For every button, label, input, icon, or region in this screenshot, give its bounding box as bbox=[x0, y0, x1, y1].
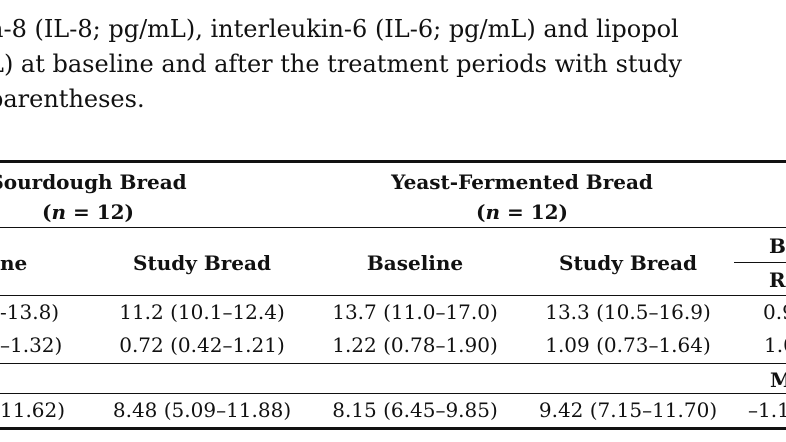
col-header-b: B bbox=[769, 234, 786, 258]
table-cell: 1.0 bbox=[764, 333, 786, 357]
row-divider-rule bbox=[0, 363, 786, 364]
group-divider-rule bbox=[0, 227, 786, 228]
col-header-study-yeast: Study Bread bbox=[559, 251, 697, 275]
table-cell: 0.72 (0.42–1.21) bbox=[119, 333, 285, 357]
table-cell: 8.48 (5.09–11.88) bbox=[112, 398, 292, 422]
table-cell: 11.2 (10.1–12.4) bbox=[119, 300, 285, 324]
table-cell: –1.1 bbox=[748, 398, 786, 422]
table-cell: 0.9 bbox=[763, 300, 786, 324]
col-header-r: R bbox=[769, 268, 786, 292]
group-n-sourdough: (n = 12) bbox=[42, 200, 134, 224]
header-bottom-rule bbox=[0, 295, 786, 296]
group-header-yeast: Yeast-Fermented Bread bbox=[391, 170, 653, 194]
caption-line-2: L) at baseline and after the treatment p… bbox=[0, 50, 682, 78]
col-header-baseline-yeast: Baseline bbox=[366, 251, 464, 275]
group-header-sourdough: Sourdough Bread bbox=[0, 170, 187, 194]
group-n-yeast: (n = 12) bbox=[476, 200, 568, 224]
table-cell: 1.09 (0.73–1.64) bbox=[545, 333, 711, 357]
table-cell: 9.42 (7.15–11.70) bbox=[538, 398, 718, 422]
table-top-rule bbox=[0, 160, 786, 163]
row-divider-rule bbox=[0, 393, 786, 394]
table-cell: 8.15 (6.45–9.85) bbox=[332, 398, 498, 422]
table-cell: -13.8) bbox=[0, 300, 60, 324]
table-cell: 11.62) bbox=[0, 398, 66, 422]
table-caption: n-8 (IL-8; pg/mL), interleukin-6 (IL-6; … bbox=[0, 12, 786, 117]
col-header-baseline-sourdough: ne bbox=[0, 251, 28, 275]
table-bottom-rule bbox=[0, 427, 786, 430]
table-cell: 13.7 (11.0–17.0) bbox=[332, 300, 498, 324]
section-label: M bbox=[770, 368, 786, 392]
sub-header-rule bbox=[734, 262, 786, 263]
caption-line-1: n-8 (IL-8; pg/mL), interleukin-6 (IL-6; … bbox=[0, 15, 679, 43]
col-header-study-sourdough: Study Bread bbox=[133, 251, 271, 275]
table-cell: 13.3 (10.5–16.9) bbox=[545, 300, 711, 324]
caption-line-3: parentheses. bbox=[0, 85, 145, 113]
table-cell: –1.32) bbox=[0, 333, 63, 357]
table-cell: 1.22 (0.78–1.90) bbox=[332, 333, 498, 357]
